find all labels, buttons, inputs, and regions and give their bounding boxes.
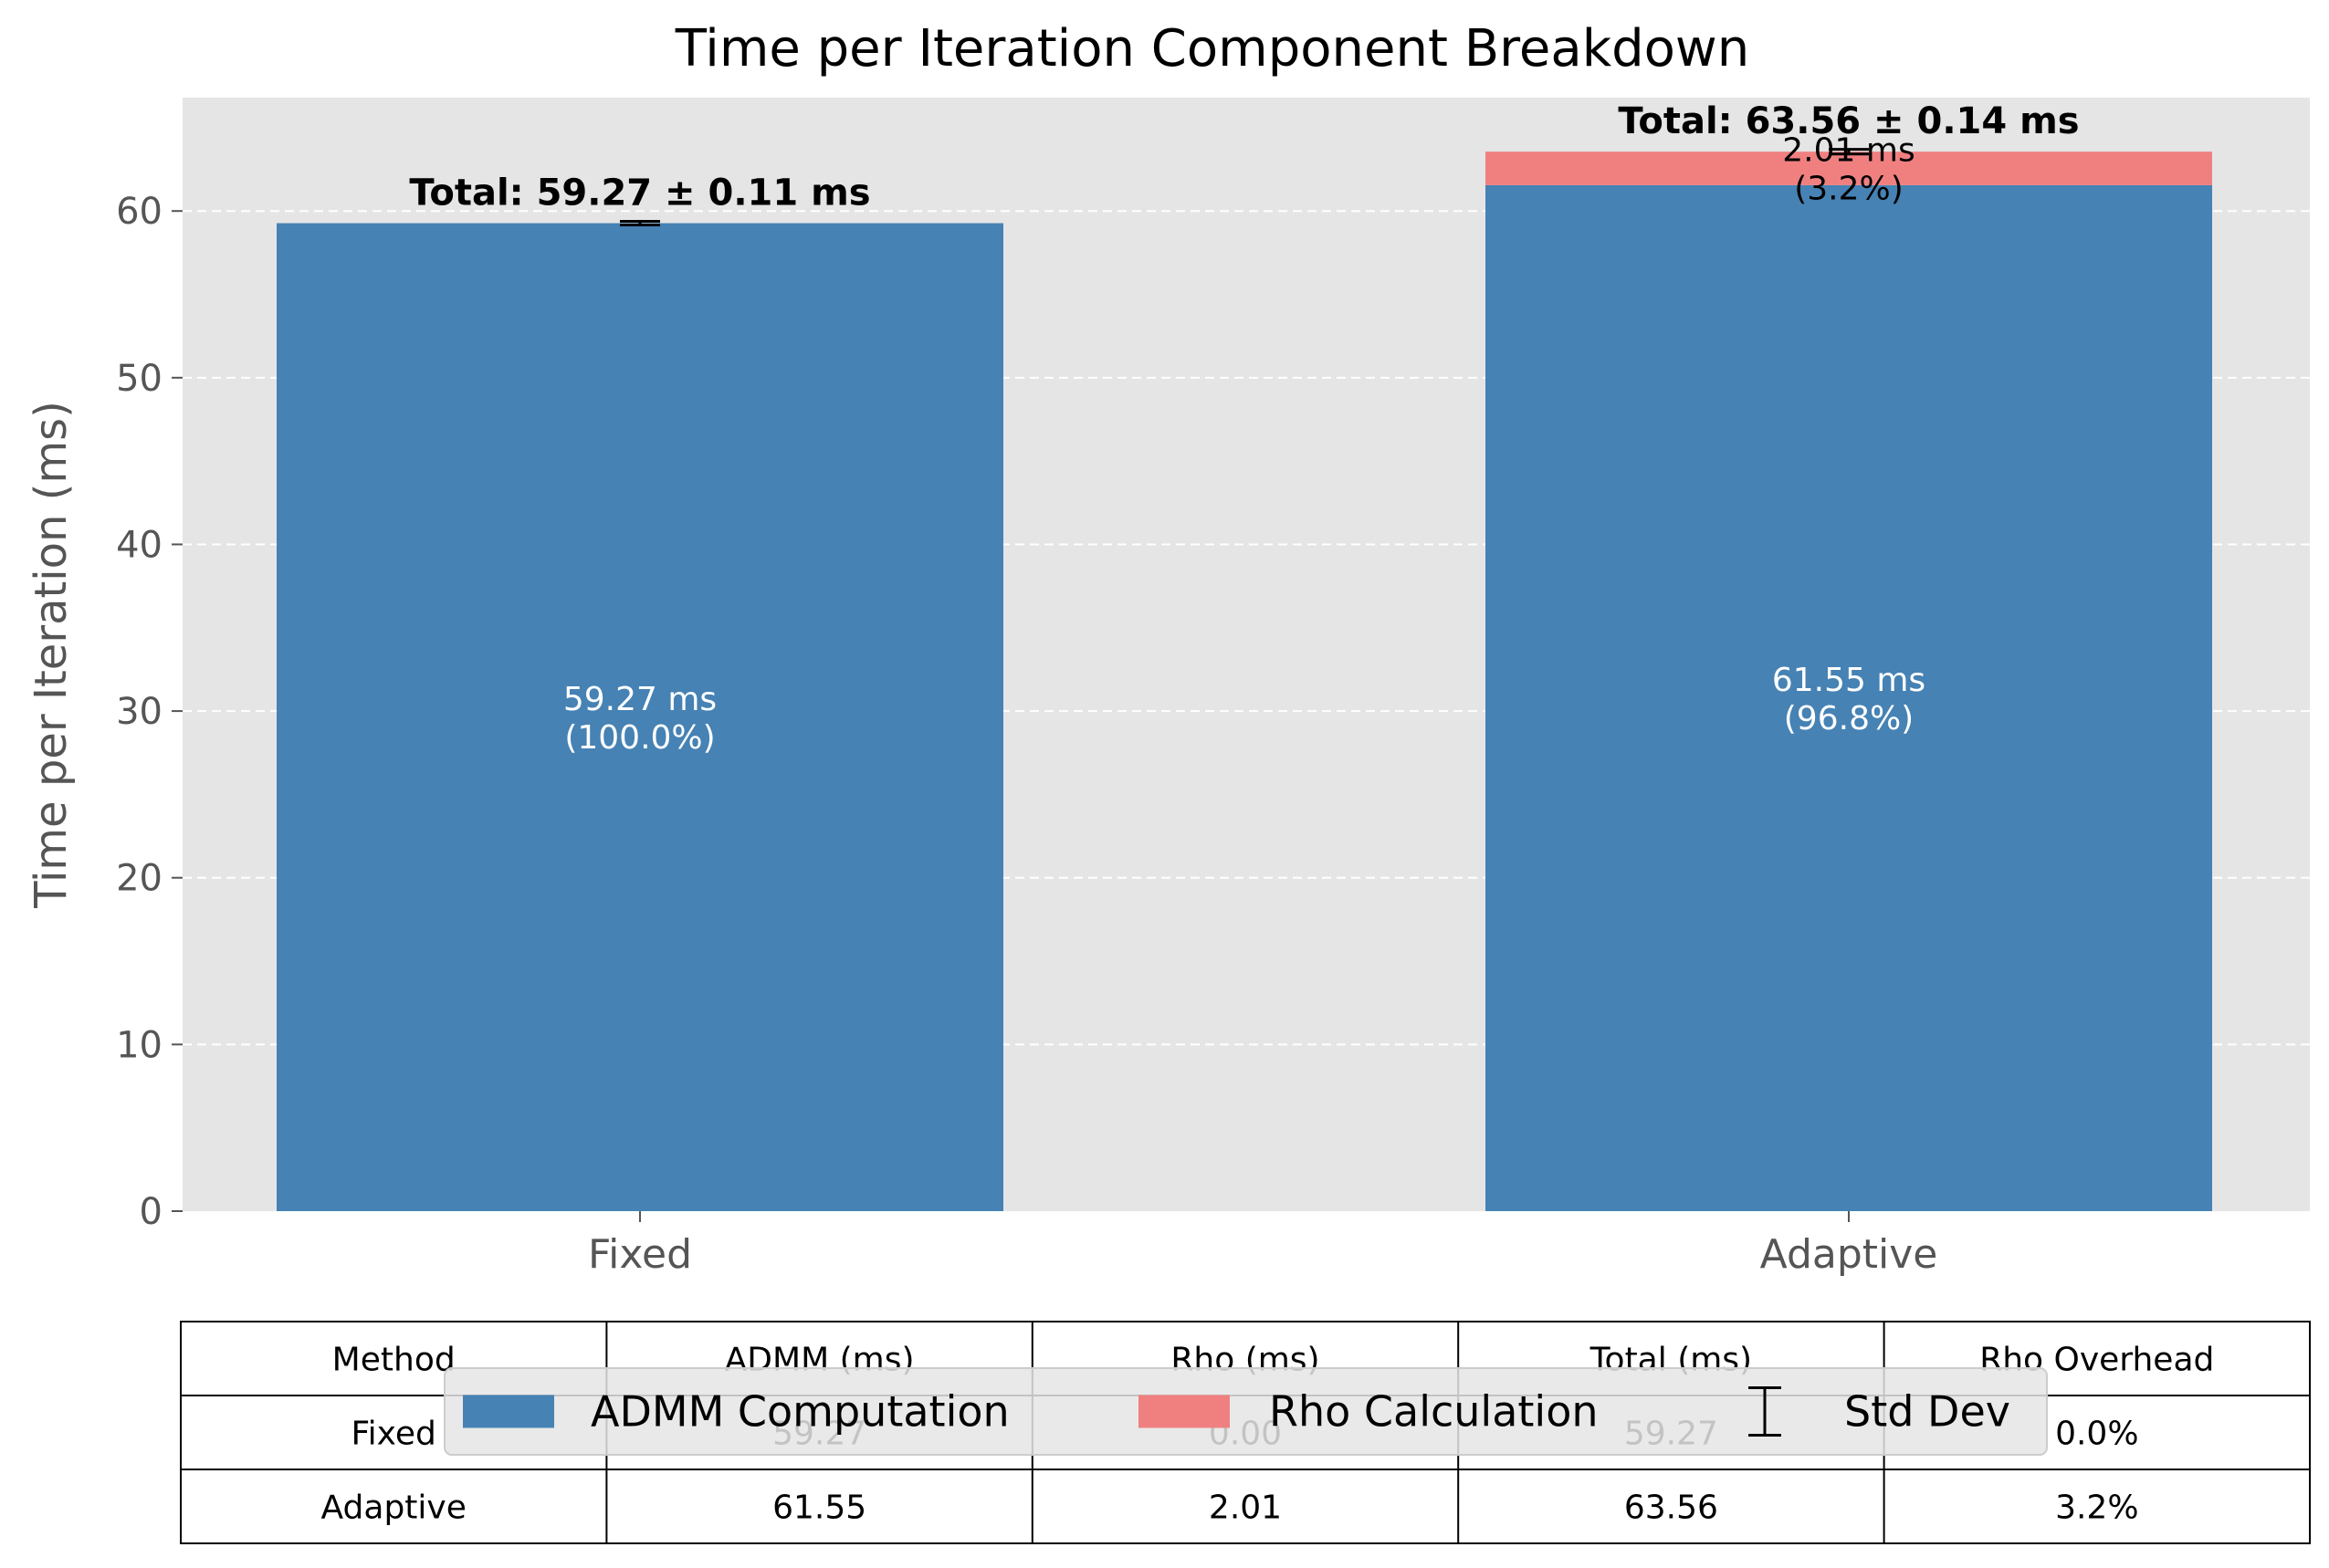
bar-labels: 59.27 ms(100.0%) 61.55 ms(96.8%) 2.01 ms(3… [409, 100, 2079, 757]
y-axis-label: Time per Iteration (ms) [26, 401, 77, 909]
table-header-cell: Method [332, 1342, 456, 1379]
y-tick-label: 20 [116, 858, 163, 900]
table-cell: Adaptive [321, 1490, 467, 1527]
bar-segment [1485, 152, 2212, 185]
y-tick-label: 10 [116, 1024, 163, 1066]
legend-label: ADMM Computation [591, 1387, 1010, 1437]
segment-label: (96.8%) [1784, 700, 1914, 737]
bars [277, 152, 2212, 1212]
chart-title: Time per Iteration Component Breakdown [675, 19, 1749, 78]
table-cell: Fixed [351, 1416, 436, 1453]
segment-label: 59.27 ms [563, 681, 717, 718]
legend-label: Rho Calculation [1269, 1387, 1599, 1437]
segment-label: (100.0%) [564, 719, 715, 757]
y-axis: 0 10 20 30 40 50 60 [116, 191, 183, 1233]
table-cell: 0.0% [2055, 1416, 2138, 1453]
x-tick-label: Fixed [588, 1231, 692, 1278]
segment-label: (3.2%) [1794, 171, 1904, 208]
y-tick-label: 30 [116, 691, 163, 733]
legend: ADMM Computation Rho Calculation Std Dev [444, 1367, 2048, 1456]
legend-swatch [463, 1395, 554, 1428]
x-axis: Fixed Adaptive [588, 1211, 1937, 1278]
y-tick-label: 60 [116, 191, 163, 233]
table-cell: 2.01 [1209, 1490, 1282, 1527]
error-bars [620, 148, 1869, 227]
total-label: Total: 59.27 ± 0.11 ms [409, 172, 870, 214]
y-tick-label: 0 [140, 1191, 163, 1233]
bar-segment [277, 223, 1003, 1212]
segment-label: 2.01 ms [1782, 132, 1915, 170]
table-cell: 3.2% [2055, 1490, 2138, 1527]
segment-label: 61.55 ms [1772, 662, 1925, 699]
bar-segment [1485, 184, 2212, 1211]
y-tick-label: 50 [116, 358, 163, 400]
table-cell: 61.55 [772, 1490, 866, 1527]
legend-label: Std Dev [1844, 1387, 2010, 1437]
total-label: Total: 63.56 ± 0.14 ms [1618, 100, 2079, 142]
table-cell: 63.56 [1624, 1490, 1718, 1527]
x-tick-label: Adaptive [1760, 1231, 1938, 1278]
y-tick-label: 40 [116, 524, 163, 566]
legend-swatch [1138, 1395, 1230, 1428]
legend-box [444, 1367, 2048, 1456]
